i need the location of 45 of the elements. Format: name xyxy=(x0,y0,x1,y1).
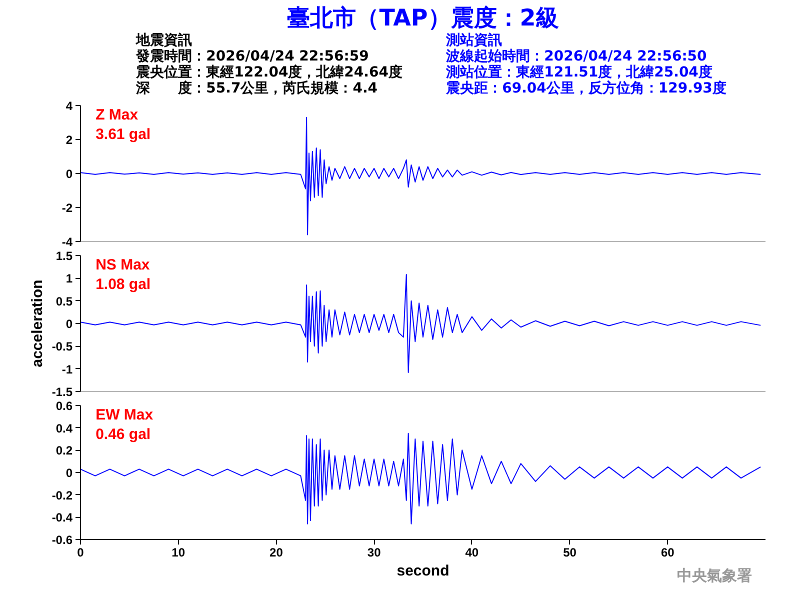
text: 測站位置：東經121.51度，北緯25.04度 xyxy=(445,64,712,80)
annotation: EW Max xyxy=(96,406,154,424)
annotation: Z Max xyxy=(96,106,139,124)
x-tick-label: 50 xyxy=(563,546,577,560)
x-tick-label: 10 xyxy=(172,546,186,560)
y-tick-label: -0.2 xyxy=(52,488,73,502)
y-tick-label: -1.5 xyxy=(52,385,73,399)
text: 中央氣象署 xyxy=(676,566,752,585)
text: 臺北市（TAP）震度：2級 xyxy=(287,4,559,32)
annotation: 3.61 gal xyxy=(96,126,151,144)
x-axis-title: second xyxy=(396,562,450,580)
y-tick-label: 0.6 xyxy=(56,399,73,413)
y-tick-label: -0.6 xyxy=(52,533,73,547)
x-tick-label: 30 xyxy=(367,546,382,560)
text: 地震資訊 xyxy=(135,32,192,48)
y-tick-label: 1.5 xyxy=(56,249,73,263)
y-tick-label: -4 xyxy=(62,235,73,249)
text: 深 度：55.7公里，芮氏規模：4.4 xyxy=(135,80,378,96)
y-tick-label: 0.4 xyxy=(56,421,73,436)
annotation: NS Max xyxy=(96,256,150,274)
y-tick-label: -0.5 xyxy=(52,340,73,354)
y-tick-label: 1 xyxy=(66,272,73,286)
text: 發震時間：2026/04/24 22:56:59 xyxy=(135,48,369,64)
x-tick-label: 0 xyxy=(77,546,84,560)
x-tick-label: 40 xyxy=(465,546,479,560)
text: 測站資訊 xyxy=(445,32,502,48)
y-tick-label: 0 xyxy=(66,466,73,480)
y-tick-label: 0 xyxy=(66,167,73,181)
y-tick-label: 0.5 xyxy=(56,294,73,308)
annotation: 0.46 gal xyxy=(96,426,151,443)
y-tick-label: -1 xyxy=(62,362,73,376)
text: 震央位置：東經122.04度，北緯24.64度 xyxy=(135,64,402,80)
y-axis-title: acceleration xyxy=(28,280,46,368)
y-tick-label: -2 xyxy=(62,201,73,215)
y-tick-label: -0.4 xyxy=(52,510,73,525)
x-tick-label: 20 xyxy=(270,546,284,560)
annotation: 1.08 gal xyxy=(96,276,151,294)
y-tick-label: 4 xyxy=(66,99,73,113)
y-tick-label: 2 xyxy=(66,133,73,147)
y-tick-label: 0.2 xyxy=(56,444,73,458)
y-tick-label: 0 xyxy=(66,317,73,331)
text: 波線起始時間：2026/04/24 22:56:50 xyxy=(445,48,708,64)
line-series xyxy=(80,274,762,373)
text: 震央距：69.04公里，反方位角：129.93度 xyxy=(445,80,726,96)
x-tick-label: 60 xyxy=(660,546,675,560)
